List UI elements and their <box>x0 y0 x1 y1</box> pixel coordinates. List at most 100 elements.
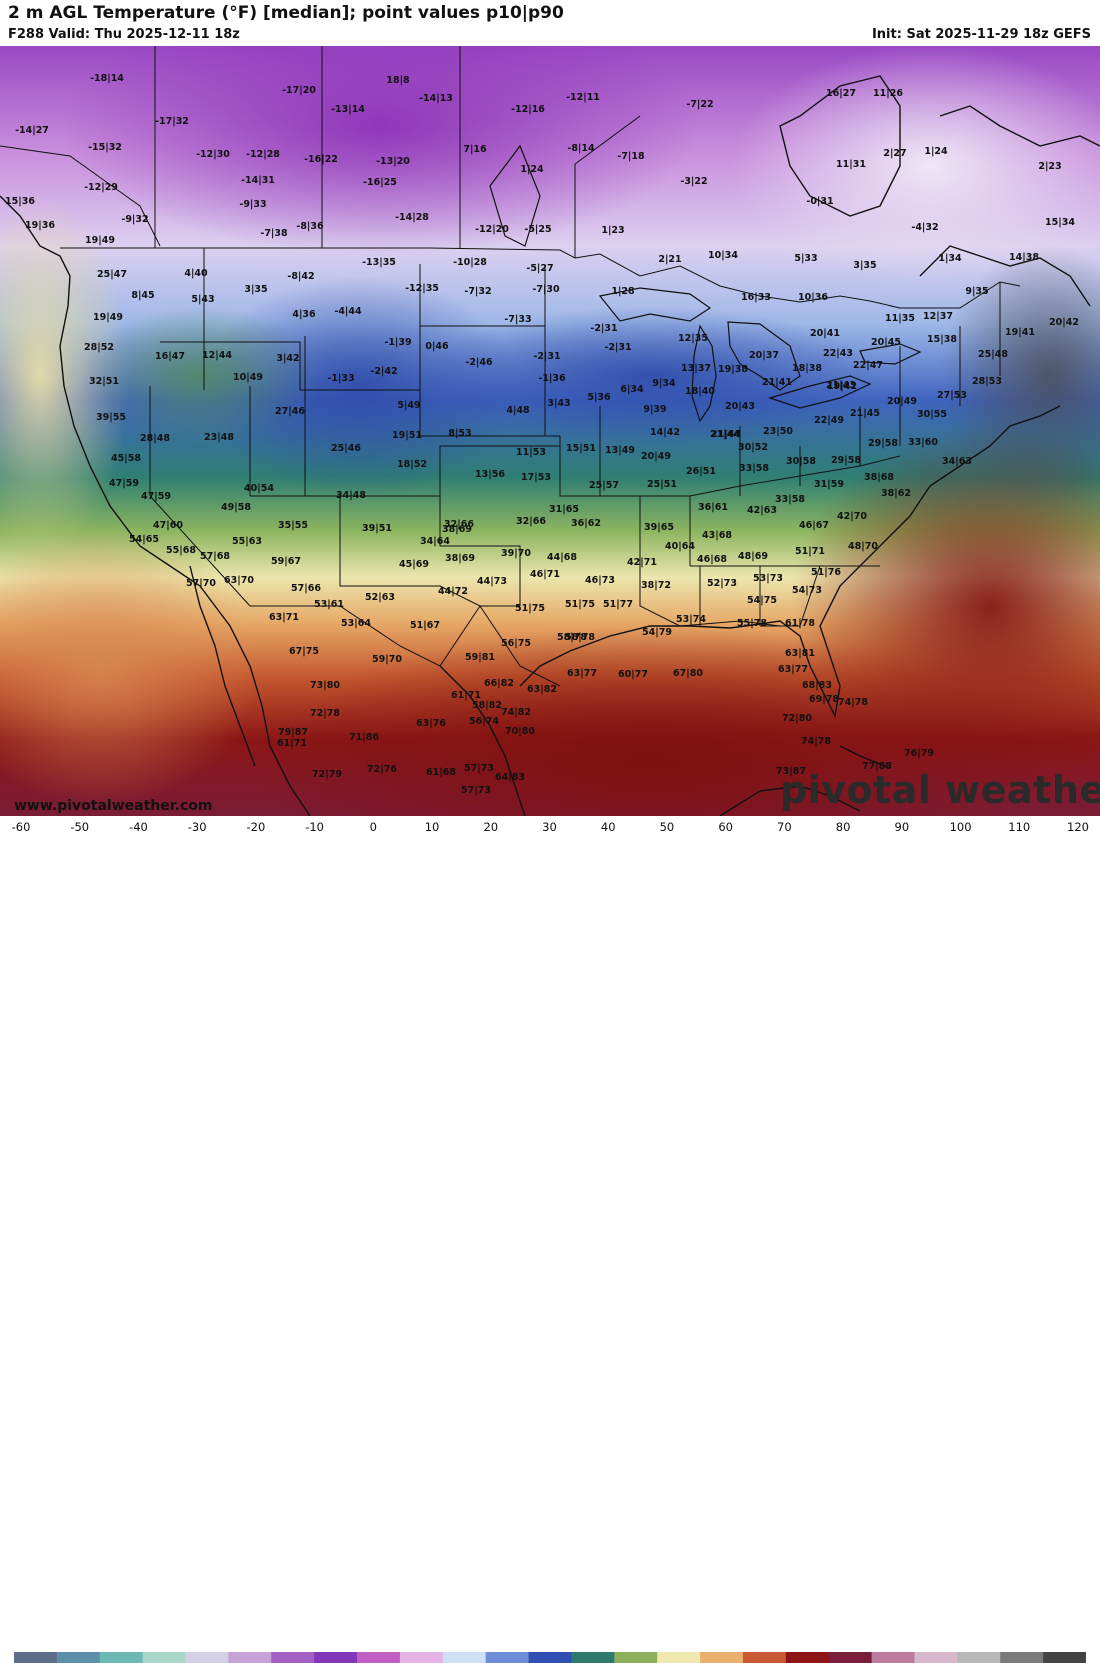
point-value-label: 49|58 <box>221 502 251 513</box>
point-value-label: 25|47 <box>97 269 127 280</box>
point-value-label: 27|53 <box>937 390 967 401</box>
point-value-label: 20|43 <box>725 401 755 412</box>
point-value-label: 25|48 <box>978 349 1008 360</box>
legend-tick: 80 <box>835 820 851 834</box>
point-value-label: 5|36 <box>587 392 611 403</box>
point-value-label: 54|65 <box>129 534 159 545</box>
legend-tick: 60 <box>718 820 733 834</box>
legend-tick: 90 <box>894 820 910 834</box>
point-value-label: 1|24 <box>924 146 948 157</box>
point-value-label: 16|33 <box>741 292 771 303</box>
point-value-label: 25|51 <box>647 479 677 490</box>
legend-swatch <box>871 1652 916 1663</box>
point-value-label: 67|75 <box>289 646 319 657</box>
point-value-label: 4|48 <box>506 405 530 416</box>
point-value-label: 15|51 <box>566 443 596 454</box>
point-value-label: 19|42 <box>827 381 857 392</box>
point-value-label: 63|76 <box>416 718 446 729</box>
legend-swatch <box>14 1652 58 1663</box>
point-value-label: 68|83 <box>802 680 832 691</box>
point-value-label: 59|67 <box>271 556 301 567</box>
legend-swatch <box>528 1652 573 1663</box>
point-value-label: -7|18 <box>617 151 645 162</box>
point-value-label: 30|52 <box>738 442 768 453</box>
point-value-label: 72|78 <box>310 708 340 719</box>
point-value-label: 2|21 <box>658 254 681 265</box>
point-value-label: 61|71 <box>451 690 481 701</box>
point-value-label: 46|68 <box>697 554 727 565</box>
point-value-label: -9|33 <box>239 199 266 210</box>
point-value-label: 19|38 <box>718 364 748 375</box>
point-value-label: 22|49 <box>814 415 844 426</box>
point-value-label: 38|68 <box>864 472 894 483</box>
point-value-label: 3|35 <box>853 260 876 271</box>
point-value-label: 12|37 <box>923 311 953 322</box>
point-value-label: -5|25 <box>524 224 551 235</box>
point-value-label: -7|22 <box>686 99 713 110</box>
point-value-label: 76|79 <box>904 748 934 759</box>
point-value-label: 56|74 <box>469 716 499 727</box>
point-value-label: 28|48 <box>140 433 170 444</box>
point-value-label: 4|36 <box>292 309 316 320</box>
point-value-label: 60|77 <box>618 669 648 680</box>
point-value-label: 16|47 <box>155 351 185 362</box>
point-value-label: 39|65 <box>644 522 674 533</box>
point-value-label: 52|63 <box>365 592 395 603</box>
point-value-label: 32|66 <box>444 519 474 530</box>
point-value-label: 48|70 <box>848 541 878 552</box>
great-lakes <box>489 144 922 423</box>
point-value-label: -9|32 <box>121 214 148 225</box>
point-value-label: 18|38 <box>792 363 822 374</box>
point-value-label: 42|70 <box>837 511 867 522</box>
point-value-label: 39|55 <box>96 412 126 423</box>
point-value-label: -13|20 <box>376 156 410 167</box>
point-value-label: 61|68 <box>426 767 456 778</box>
point-value-label: 55|63 <box>232 536 262 547</box>
point-value-label: 6|34 <box>620 384 644 395</box>
point-value-label: -17|20 <box>282 85 316 96</box>
point-value-label: 5|33 <box>794 253 817 264</box>
point-values: -18|14 -17|20 18|8 -14|13 -12|11 -7|22 16|27 11… <box>5 73 1079 796</box>
point-value-label: -18|14 <box>90 73 124 84</box>
point-value-label: 56|75 <box>501 638 531 649</box>
point-value-label: 57|68 <box>200 551 230 562</box>
point-value-label: -2|42 <box>370 366 397 377</box>
point-value-label: 28|53 <box>972 376 1002 387</box>
legend-swatch <box>271 1652 315 1663</box>
point-value-label: 44|68 <box>547 552 577 563</box>
legend-swatch <box>785 1652 830 1663</box>
point-value-label: 69|78 <box>809 694 839 705</box>
point-value-label: 1|24 <box>520 164 544 175</box>
point-value-label: 63|77 <box>567 668 597 679</box>
point-value-label: 57|73 <box>461 785 491 796</box>
point-value-label: -12|35 <box>405 283 439 294</box>
legend-swatch <box>228 1652 272 1663</box>
point-value-label: 9|34 <box>652 378 676 389</box>
point-value-label: 20|49 <box>887 396 917 407</box>
point-value-label: -0|31 <box>806 196 833 207</box>
point-value-label: 38|69 <box>442 524 472 535</box>
point-value-label: 79|87 <box>278 727 308 738</box>
point-value-label: 16|27 <box>826 88 856 99</box>
point-value-label: 51|77 <box>603 599 633 610</box>
point-value-label: 34|48 <box>336 490 366 501</box>
legend-swatch <box>914 1652 958 1663</box>
point-value-label: 58|82 <box>472 700 502 711</box>
point-value-label: 1|23 <box>601 225 624 236</box>
point-value-label: 77|88 <box>862 761 892 772</box>
point-value-label: 33|58 <box>739 463 769 474</box>
point-value-label: 14|38 <box>1009 252 1039 263</box>
point-value-label: 72|79 <box>312 769 342 780</box>
point-value-label: 20|42 <box>1049 317 1079 328</box>
point-value-label: 22|47 <box>853 360 883 371</box>
point-value-label: 9|39 <box>643 404 666 415</box>
point-value-label: 18|8 <box>386 75 410 86</box>
point-value-label: 63|77 <box>778 664 808 675</box>
point-value-label: 59|81 <box>465 652 495 663</box>
point-value-label: 20|45 <box>871 337 901 348</box>
point-value-label: -3|22 <box>680 176 707 187</box>
point-value-label: 53|74 <box>676 614 706 625</box>
legend-tick: 110 <box>1008 820 1031 834</box>
point-value-label: 22|43 <box>823 348 853 359</box>
point-value-label: 25|46 <box>331 443 361 454</box>
